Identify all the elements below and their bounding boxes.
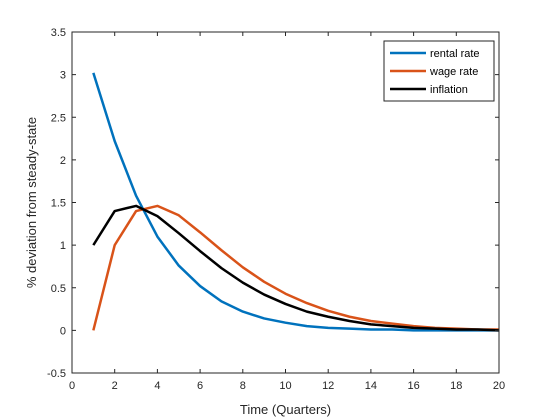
y-tick-label: 2.5 [51,112,66,124]
x-tick-label: 8 [240,380,246,392]
x-tick-label: 16 [407,380,419,392]
y-tick-label: 0.5 [51,283,66,295]
y-tick-label: 3 [60,70,66,82]
x-tick-label: 2 [112,380,118,392]
x-tick-label: 12 [322,380,334,392]
y-tick-label: -0.5 [47,368,66,380]
series-layer [92,72,500,332]
x-tick-label: 14 [365,380,377,392]
y-tick-label: 2 [60,155,66,167]
series-line-inflation [92,204,500,332]
ticks-layer: 0 2 4 6 8 10 12 14 16 18 20-0.500.511.522.533.5 [47,27,505,392]
x-tick-label: 0 [69,380,75,392]
legend-label: wage rate [429,66,478,78]
x-tick-label: 4 [154,380,160,392]
x-tick-label: 6 [197,380,203,392]
y-axis-label: % deviation from steady-state [24,117,39,288]
legend: rental rate wage rate inflation [383,40,495,102]
legend-label: rental rate [430,48,480,60]
x-tick-label: 20 [493,380,505,392]
x-axis-label: Time (Quarters) [240,402,331,417]
y-tick-label: 3.5 [51,27,66,39]
x-tick-label: 10 [279,380,291,392]
y-tick-label: 1 [60,240,66,252]
x-tick-label: 18 [450,380,462,392]
series-line-rental-rate [92,72,499,332]
legend-label: inflation [430,84,468,96]
y-tick-label: 1.5 [51,198,66,210]
y-tick-label: 0 [60,325,66,337]
